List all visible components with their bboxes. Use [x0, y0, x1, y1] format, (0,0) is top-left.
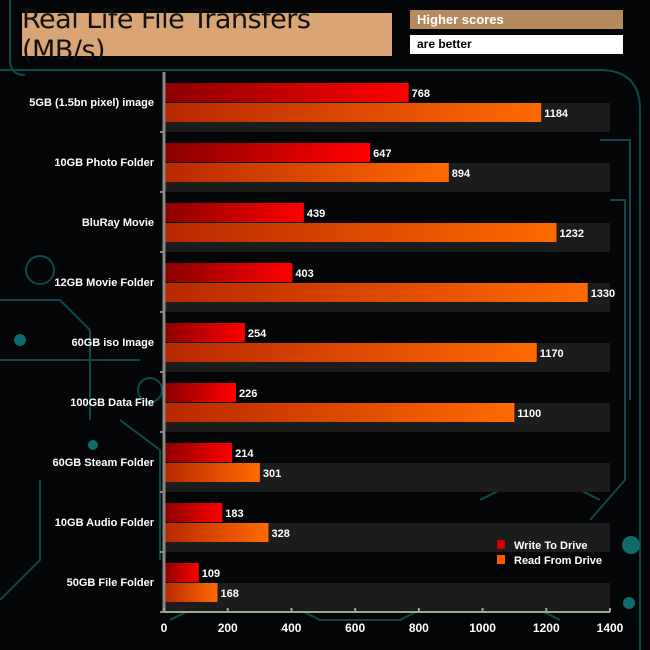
data-label: 168 [221, 588, 239, 600]
data-label: 226 [239, 388, 257, 400]
category-label: 5GB (1.5bn pixel) image [29, 97, 154, 109]
data-label: 109 [202, 568, 220, 580]
bar-read [164, 403, 515, 422]
data-label: 301 [263, 468, 281, 480]
data-label: 1100 [517, 408, 541, 420]
bar-read [164, 583, 218, 602]
legend-swatch [497, 540, 505, 549]
bar-write [164, 83, 409, 102]
category-label: 100GB Data File [70, 397, 154, 409]
bar-read [164, 283, 588, 302]
legend-label: Read From Drive [514, 555, 602, 567]
legend-label: Write To Drive [514, 540, 588, 552]
row-band [164, 583, 610, 612]
note-line-2: are better [410, 35, 623, 54]
data-label: 1184 [544, 108, 569, 120]
category-label: 10GB Photo Folder [54, 157, 154, 169]
x-tick-label: 600 [345, 621, 365, 635]
bar-write [164, 143, 371, 162]
x-tick-label: 1400 [597, 621, 624, 635]
data-label: 214 [235, 448, 254, 460]
category-label: 50GB File Folder [67, 577, 155, 589]
bar-read [164, 223, 557, 242]
category-label: 60GB Steam Folder [53, 457, 155, 469]
category-label: 12GB Movie Folder [54, 277, 154, 289]
x-tick-label: 1000 [469, 621, 496, 635]
category-label: BluRay Movie [82, 217, 154, 229]
bar-read [164, 343, 537, 362]
bar-write [164, 203, 304, 222]
data-label: 1330 [591, 288, 615, 300]
data-label: 328 [271, 528, 289, 540]
data-label: 254 [248, 328, 267, 340]
bar-write [164, 443, 233, 462]
note-line-1: Higher scores [410, 10, 623, 29]
bar-read [164, 463, 260, 482]
bar-write [164, 503, 223, 522]
x-tick-label: 1200 [533, 621, 560, 635]
bar-read [164, 523, 269, 542]
x-tick-label: 800 [409, 621, 429, 635]
data-label: 768 [412, 88, 430, 100]
category-label: 10GB Audio Folder [55, 517, 155, 529]
bar-write [164, 563, 199, 582]
data-label: 183 [225, 508, 243, 520]
legend-swatch [497, 555, 505, 564]
data-label: 1170 [540, 348, 564, 360]
data-label: 894 [452, 168, 471, 180]
bar-read [164, 103, 542, 122]
bar-write [164, 263, 293, 282]
data-label: 439 [307, 208, 325, 220]
bar-write [164, 383, 236, 402]
data-label: 403 [295, 268, 313, 280]
data-label: 1232 [559, 228, 583, 240]
bar-read [164, 163, 449, 182]
x-tick-label: 200 [218, 621, 238, 635]
bar-write [164, 323, 245, 342]
category-label: 60GB iso Image [71, 337, 154, 349]
x-tick-label: 0 [161, 621, 168, 635]
data-label: 647 [373, 148, 391, 160]
x-tick-label: 400 [281, 621, 301, 635]
